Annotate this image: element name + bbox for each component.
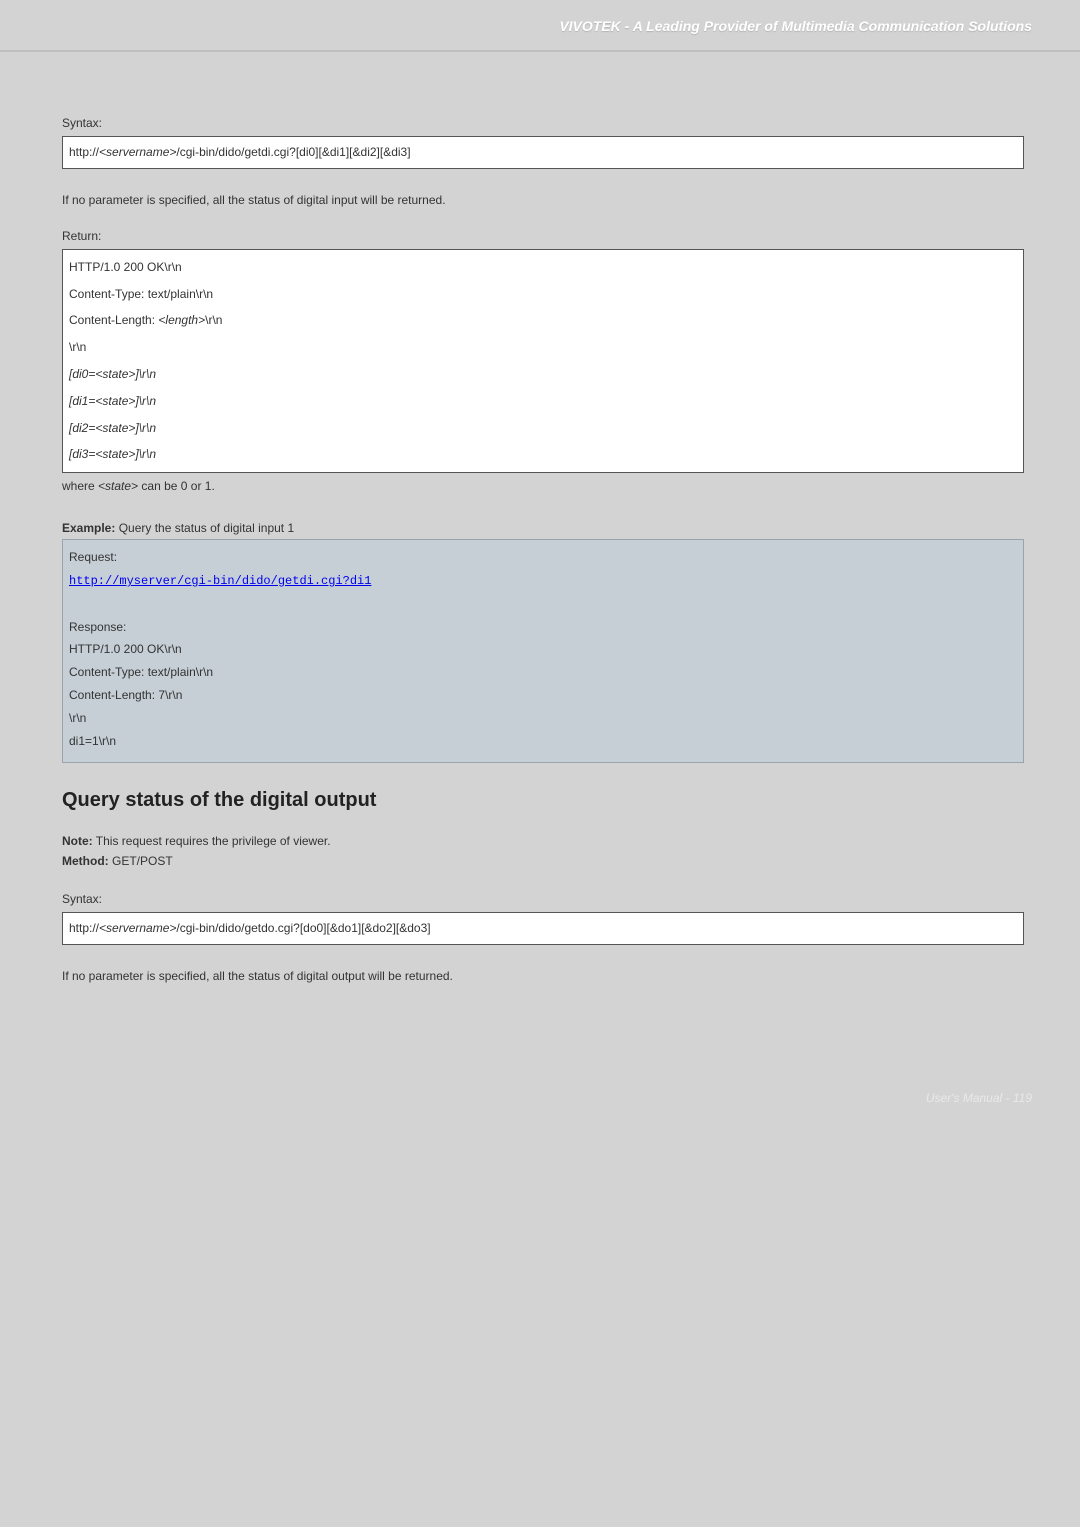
return-l5: [di0=<state>]\r\n [69,361,1017,388]
method-text: GET/POST [109,854,173,868]
page: VIVOTEK - A Leading Provider of Multimed… [0,0,1080,1129]
return-box: HTTP/1.0 200 OK\r\n Content-Type: text/p… [62,249,1024,473]
resp-l2: Content-Type: text/plain\r\n [69,661,1017,684]
return-l2: Content-Type: text/plain\r\n [69,281,1017,308]
return-l6: [di1=<state>]\r\n [69,388,1017,415]
resp-l5: di1=1\r\n [69,730,1017,753]
blank-line [69,593,1017,616]
return-l1: HTTP/1.0 200 OK\r\n [69,254,1017,281]
syntax2-label: Syntax: [62,892,1024,906]
note-di: If no parameter is specified, all the st… [62,193,1024,207]
return-l3b: <length> [158,313,205,327]
note-text: This request requires the privilege of v… [93,834,331,848]
syntax1-label: Syntax: [62,116,1024,130]
header-bar: VIVOTEK - A Leading Provider of Multimed… [0,0,1080,50]
where-c: can be 0 or 1. [138,479,215,493]
resp-l4: \r\n [69,707,1017,730]
response-label: Response: [69,616,1017,639]
request-label: Request: [69,546,1017,569]
return-l7: [di2=<state>]\r\n [69,415,1017,442]
syntax1-suffix: /cgi-bin/dido/getdi.cgi?[di0][&di1][&di2… [176,145,410,159]
method-label: Method: [62,854,109,868]
syntax1-server: <servername> [99,145,176,159]
header-title: VIVOTEK - A Leading Provider of Multimed… [559,18,1032,34]
content: Syntax: http://<servername>/cgi-bin/dido… [0,52,1080,983]
note-label: Note: [62,834,93,848]
resp-l1: HTTP/1.0 200 OK\r\n [69,638,1017,661]
return-l3a: Content-Length: [69,313,158,327]
example-line: Example: Query the status of digital inp… [62,521,1024,535]
section2-title: Query status of the digital output [62,789,1024,812]
return-l4: \r\n [69,334,1017,361]
footer: User's Manual - 119 [0,1073,1080,1129]
where-line: where <state> can be 0 or 1. [62,479,1024,493]
syntax1-box: http://<servername>/cgi-bin/dido/getdi.c… [62,136,1024,169]
where-a: where [62,479,98,493]
return-label: Return: [62,229,1024,243]
return-l3c: \r\n [205,313,222,327]
syntax1-prefix: http:// [69,145,99,159]
example-label: Example: [62,521,115,535]
request-url-line: http://myserver/cgi-bin/dido/getdi.cgi?d… [69,569,1017,593]
return-l3: Content-Length: <length>\r\n [69,307,1017,334]
syntax2-prefix: http:// [69,921,99,935]
syntax2-server: <servername> [99,921,176,935]
request-url-link[interactable]: http://myserver/cgi-bin/dido/getdi.cgi?d… [69,574,371,588]
method-line: Method: GET/POST [62,854,1024,868]
example-desc: Query the status of digital input 1 [115,521,294,535]
note-do: If no parameter is specified, all the st… [62,969,1024,983]
resp-l3: Content-Length: 7\r\n [69,684,1017,707]
syntax2-suffix: /cgi-bin/dido/getdo.cgi?[do0][&do1][&do2… [176,921,430,935]
where-b: <state> [98,479,138,493]
example-box: Request: http://myserver/cgi-bin/dido/ge… [62,539,1024,763]
return-l8: [di3=<state>]\r\n [69,441,1017,468]
syntax2-box: http://<servername>/cgi-bin/dido/getdo.c… [62,912,1024,945]
note-line: Note: This request requires the privileg… [62,834,1024,848]
